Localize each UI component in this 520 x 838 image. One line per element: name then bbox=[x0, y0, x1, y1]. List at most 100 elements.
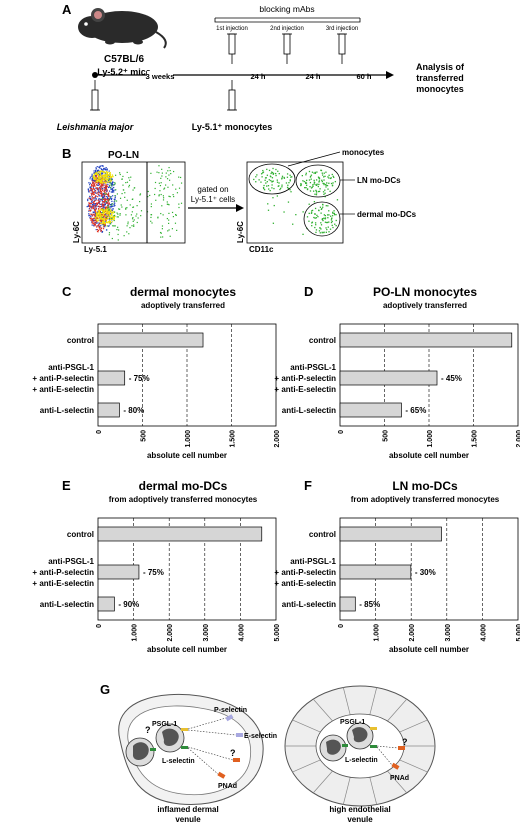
chart-panel-f: F LN mo-DCs from adoptively transferred mo… bbox=[274, 478, 520, 654]
category-label: + anti-E-selectin bbox=[274, 579, 336, 588]
panel-b: B PO-LN Ly-6C Ly-5.1 gated on Ly-5.1⁺ ce… bbox=[62, 146, 417, 254]
panel-letter: C bbox=[62, 284, 72, 299]
gate-dermal-label: dermal mo-DCs bbox=[357, 210, 417, 219]
bar-annotation: - 45% bbox=[441, 374, 462, 383]
plot2-ylabel: Ly-6C bbox=[236, 221, 245, 243]
psgl1-receptor bbox=[370, 727, 377, 730]
blocking-mabs-label: blocking mAbs bbox=[259, 4, 314, 14]
inj2-label: 2nd injection bbox=[270, 26, 304, 32]
p-selectin-label: P-selectin bbox=[214, 707, 247, 714]
category-label: anti-L-selectin bbox=[282, 406, 336, 415]
chart-title: LN mo-DCs bbox=[392, 479, 458, 493]
category-label: + anti-P-selectin bbox=[274, 374, 336, 383]
chart-title: PO-LN monocytes bbox=[373, 285, 477, 299]
bar bbox=[97, 370, 126, 386]
x-axis-label: absolute cell number bbox=[147, 645, 227, 654]
syringe-icon bbox=[227, 80, 237, 111]
bar bbox=[97, 564, 140, 580]
tick-label: 500 bbox=[141, 430, 148, 442]
tick-label: 1.000 bbox=[374, 624, 381, 642]
e-selectin-ligand bbox=[236, 733, 243, 737]
bar-annotation: - 85% bbox=[359, 600, 380, 609]
question-mark-hev: ? bbox=[402, 737, 408, 747]
tick-label: 2.000 bbox=[409, 624, 416, 642]
leishmania-label: Leishmania major bbox=[57, 122, 134, 132]
category-label: anti-L-selectin bbox=[40, 406, 94, 415]
gate-ln-label: LN mo-DCs bbox=[357, 176, 401, 185]
panel-b-letter: B bbox=[62, 146, 71, 161]
monocyte-nucleus bbox=[132, 742, 149, 760]
chart-subtitle: from adoptively transferred monocytes bbox=[351, 495, 500, 504]
chart-panel-d: D PO-LN monocytes adoptively transferred 0 5… bbox=[274, 284, 520, 460]
monocyte-nucleus bbox=[162, 728, 179, 746]
bar bbox=[339, 596, 356, 612]
callout-monocytes bbox=[287, 151, 341, 167]
analysis-label-3: monocytes bbox=[416, 84, 464, 94]
psgl1-receptor bbox=[181, 728, 188, 731]
bar bbox=[339, 564, 412, 580]
pnad-label-hev: PNAd bbox=[390, 775, 409, 782]
tick-label: 500 bbox=[383, 430, 390, 442]
plot1-title: PO-LN bbox=[108, 150, 139, 161]
syringe-icon bbox=[282, 33, 292, 64]
bar bbox=[339, 526, 442, 542]
chart-subtitle: from adoptively transferred monocytes bbox=[109, 495, 258, 504]
pnad-label: PNAd bbox=[218, 783, 237, 790]
analysis-label-1: Analysis of bbox=[416, 62, 465, 72]
tick-label: 4.000 bbox=[480, 624, 487, 642]
caption-inflamed-2: venule bbox=[175, 815, 201, 824]
panel-g-letter: G bbox=[100, 682, 110, 697]
bar-annotation: - 80% bbox=[123, 406, 144, 415]
inj1-label: 1st injection bbox=[216, 26, 248, 32]
tick-label: 1.500 bbox=[472, 430, 479, 448]
t2-label: 24 h bbox=[250, 72, 265, 81]
bar bbox=[97, 402, 120, 418]
bar-annotation: - 75% bbox=[129, 374, 150, 383]
category-label: control bbox=[309, 530, 336, 539]
gate-text-2: Ly-5.1⁺ cells bbox=[191, 195, 235, 204]
question-mark-label: ? bbox=[145, 725, 151, 735]
x-axis-label: absolute cell number bbox=[389, 645, 469, 654]
chart-subtitle: adoptively transferred bbox=[141, 301, 225, 310]
tick-label: 0 bbox=[338, 430, 345, 434]
x-axis-label: absolute cell number bbox=[147, 451, 227, 460]
l-selectin-receptor bbox=[370, 745, 377, 748]
monocyte-nucleus bbox=[326, 739, 341, 755]
syringe-icon bbox=[90, 80, 100, 111]
panel-letter: E bbox=[62, 478, 71, 493]
l-selectin-label-hev: L-selectin bbox=[345, 757, 378, 764]
category-label: anti-L-selectin bbox=[40, 600, 94, 609]
pnad-ligand-1 bbox=[398, 746, 405, 750]
dot-plot-1-events bbox=[86, 165, 183, 241]
gate-monocytes-label: monocytes bbox=[342, 148, 385, 157]
strain-label: C57BL/6 bbox=[104, 54, 144, 65]
monocyte-nucleus bbox=[352, 727, 368, 743]
bar-annotation: - 75% bbox=[143, 568, 164, 577]
psgl1-label-hev: PSGL-1 bbox=[340, 719, 365, 726]
gate-ln-mo-dcs bbox=[295, 164, 341, 198]
l-selectin-label: L-selectin bbox=[162, 758, 195, 765]
tick-label: 2.000 bbox=[516, 430, 520, 448]
caption-inflamed-1: inflamed dermal bbox=[157, 805, 218, 814]
panel-g: G PSGL-1 P-selectin bbox=[100, 682, 436, 824]
gate-arrow-icon bbox=[236, 204, 244, 212]
bar bbox=[97, 332, 204, 348]
category-label: anti-PSGL-1 bbox=[290, 557, 336, 566]
category-label: + anti-P-selectin bbox=[32, 568, 94, 577]
category-label: control bbox=[309, 336, 336, 345]
l-selectin-receptor bbox=[342, 744, 348, 747]
p-selectin-ligand bbox=[225, 714, 234, 722]
blocking-bracket bbox=[214, 17, 361, 23]
tick-label: 1.000 bbox=[185, 430, 192, 448]
category-label: control bbox=[67, 530, 94, 539]
plot2-xlabel: CD11c bbox=[249, 245, 274, 254]
category-label: anti-PSGL-1 bbox=[48, 557, 94, 566]
tick-label: 1.000 bbox=[427, 430, 434, 448]
panel-letter: D bbox=[304, 284, 313, 299]
t1-label-text: 3 weeks bbox=[146, 72, 175, 81]
bar bbox=[339, 332, 513, 348]
tick-label: 1.500 bbox=[230, 430, 237, 448]
bar bbox=[339, 370, 438, 386]
tick-label: 0 bbox=[96, 430, 103, 434]
